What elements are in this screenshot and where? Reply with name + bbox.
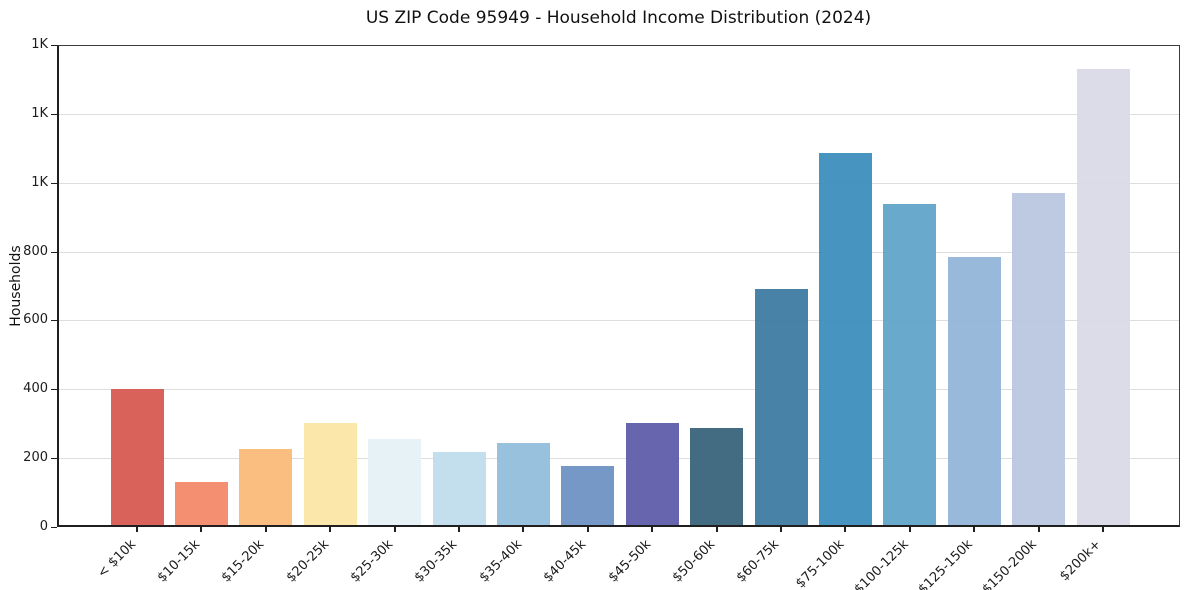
x-tick-label: $75-100k [792, 537, 848, 590]
gridline [57, 458, 1180, 460]
x-tick-mark [200, 527, 203, 532]
bar-$40-45k [561, 466, 615, 527]
y-tick-label: 800 [23, 243, 48, 259]
bar-$10-15k [174, 482, 228, 527]
x-tick-mark [264, 527, 267, 532]
x-tick-label: $45-50k [605, 537, 654, 586]
y-tick-mark [51, 113, 57, 115]
x-tick-label: $35-40k [476, 537, 526, 586]
bar-$30-35k [432, 451, 486, 527]
chart-title: US ZIP Code 95949 - Household Income Dis… [365, 8, 872, 28]
x-tick-mark [136, 527, 138, 532]
x-tick-mark [651, 527, 654, 532]
y-tick-label: 600 [23, 312, 48, 328]
bar-$150-200k [1012, 192, 1066, 527]
x-tick-label: $200k+ [1057, 537, 1105, 585]
bar-$60-75k [754, 288, 808, 527]
x-tick-label: $25-30k [347, 537, 397, 586]
x-tick-label: < $10k [94, 537, 139, 582]
bar-< $10k [110, 389, 164, 527]
x-tick-mark [1102, 527, 1104, 532]
x-tick-mark [1037, 527, 1040, 532]
x-tick-mark [586, 527, 589, 532]
y-tick-mark [51, 320, 57, 322]
gridline [57, 389, 1180, 391]
x-tick-label: $15-20k [218, 537, 268, 586]
x-tick-label: $30-35k [412, 537, 461, 586]
x-tick-mark [715, 527, 718, 532]
x-tick-mark [973, 527, 976, 532]
x-tick-mark [780, 527, 782, 532]
x-tick-label: $50-60k [669, 537, 719, 586]
x-tick-mark [458, 527, 460, 532]
x-tick-label: $100-125k [851, 537, 912, 590]
y-tick-label: 400 [23, 381, 48, 397]
y-tick-label: 1K [31, 105, 48, 121]
x-tick-mark [329, 527, 332, 532]
x-tick-mark [393, 527, 396, 532]
y-tick-label: 1K [31, 174, 48, 190]
gridline-layer [57, 45, 1180, 527]
y-tick-label: 0 [39, 519, 48, 534]
gridline [57, 182, 1180, 184]
x-tick-label: $10-15k [154, 537, 204, 586]
bar-$35-40k [496, 442, 550, 527]
gridline [57, 251, 1180, 253]
bar-$25-30k [368, 438, 422, 527]
bar-$200k+ [1076, 68, 1130, 527]
x-tick-label: $40-45k [540, 537, 590, 586]
y-tick-mark [51, 389, 57, 391]
bar-$45-50k [625, 422, 679, 527]
y-tick-mark [51, 251, 57, 253]
y-tick-label: 1K [31, 37, 48, 52]
y-tick-mark [51, 527, 57, 528]
bar-$125-150k [947, 257, 1001, 527]
x-tick-label: $60-75k [734, 537, 783, 586]
x-tick-label: $20-25k [283, 537, 332, 586]
bar-$20-25k [303, 423, 357, 527]
bar-$50-60k [690, 427, 744, 527]
gridline [57, 113, 1180, 115]
y-tick-mark [51, 45, 57, 46]
x-tick-label: $125-150k [915, 537, 976, 590]
x-tick-label: $150-200k [980, 537, 1041, 590]
x-tick-mark [844, 527, 847, 532]
y-tick-mark [51, 182, 57, 184]
y-tick-label: 200 [23, 450, 48, 466]
x-tick-mark [908, 527, 911, 532]
bar-layer [57, 45, 1180, 527]
bar-$15-20k [239, 449, 293, 527]
x-tick-mark [522, 527, 525, 532]
gridline [57, 320, 1180, 322]
bar-$75-100k [818, 152, 872, 527]
bar-$100-125k [883, 204, 937, 527]
y-tick-mark [51, 458, 57, 460]
